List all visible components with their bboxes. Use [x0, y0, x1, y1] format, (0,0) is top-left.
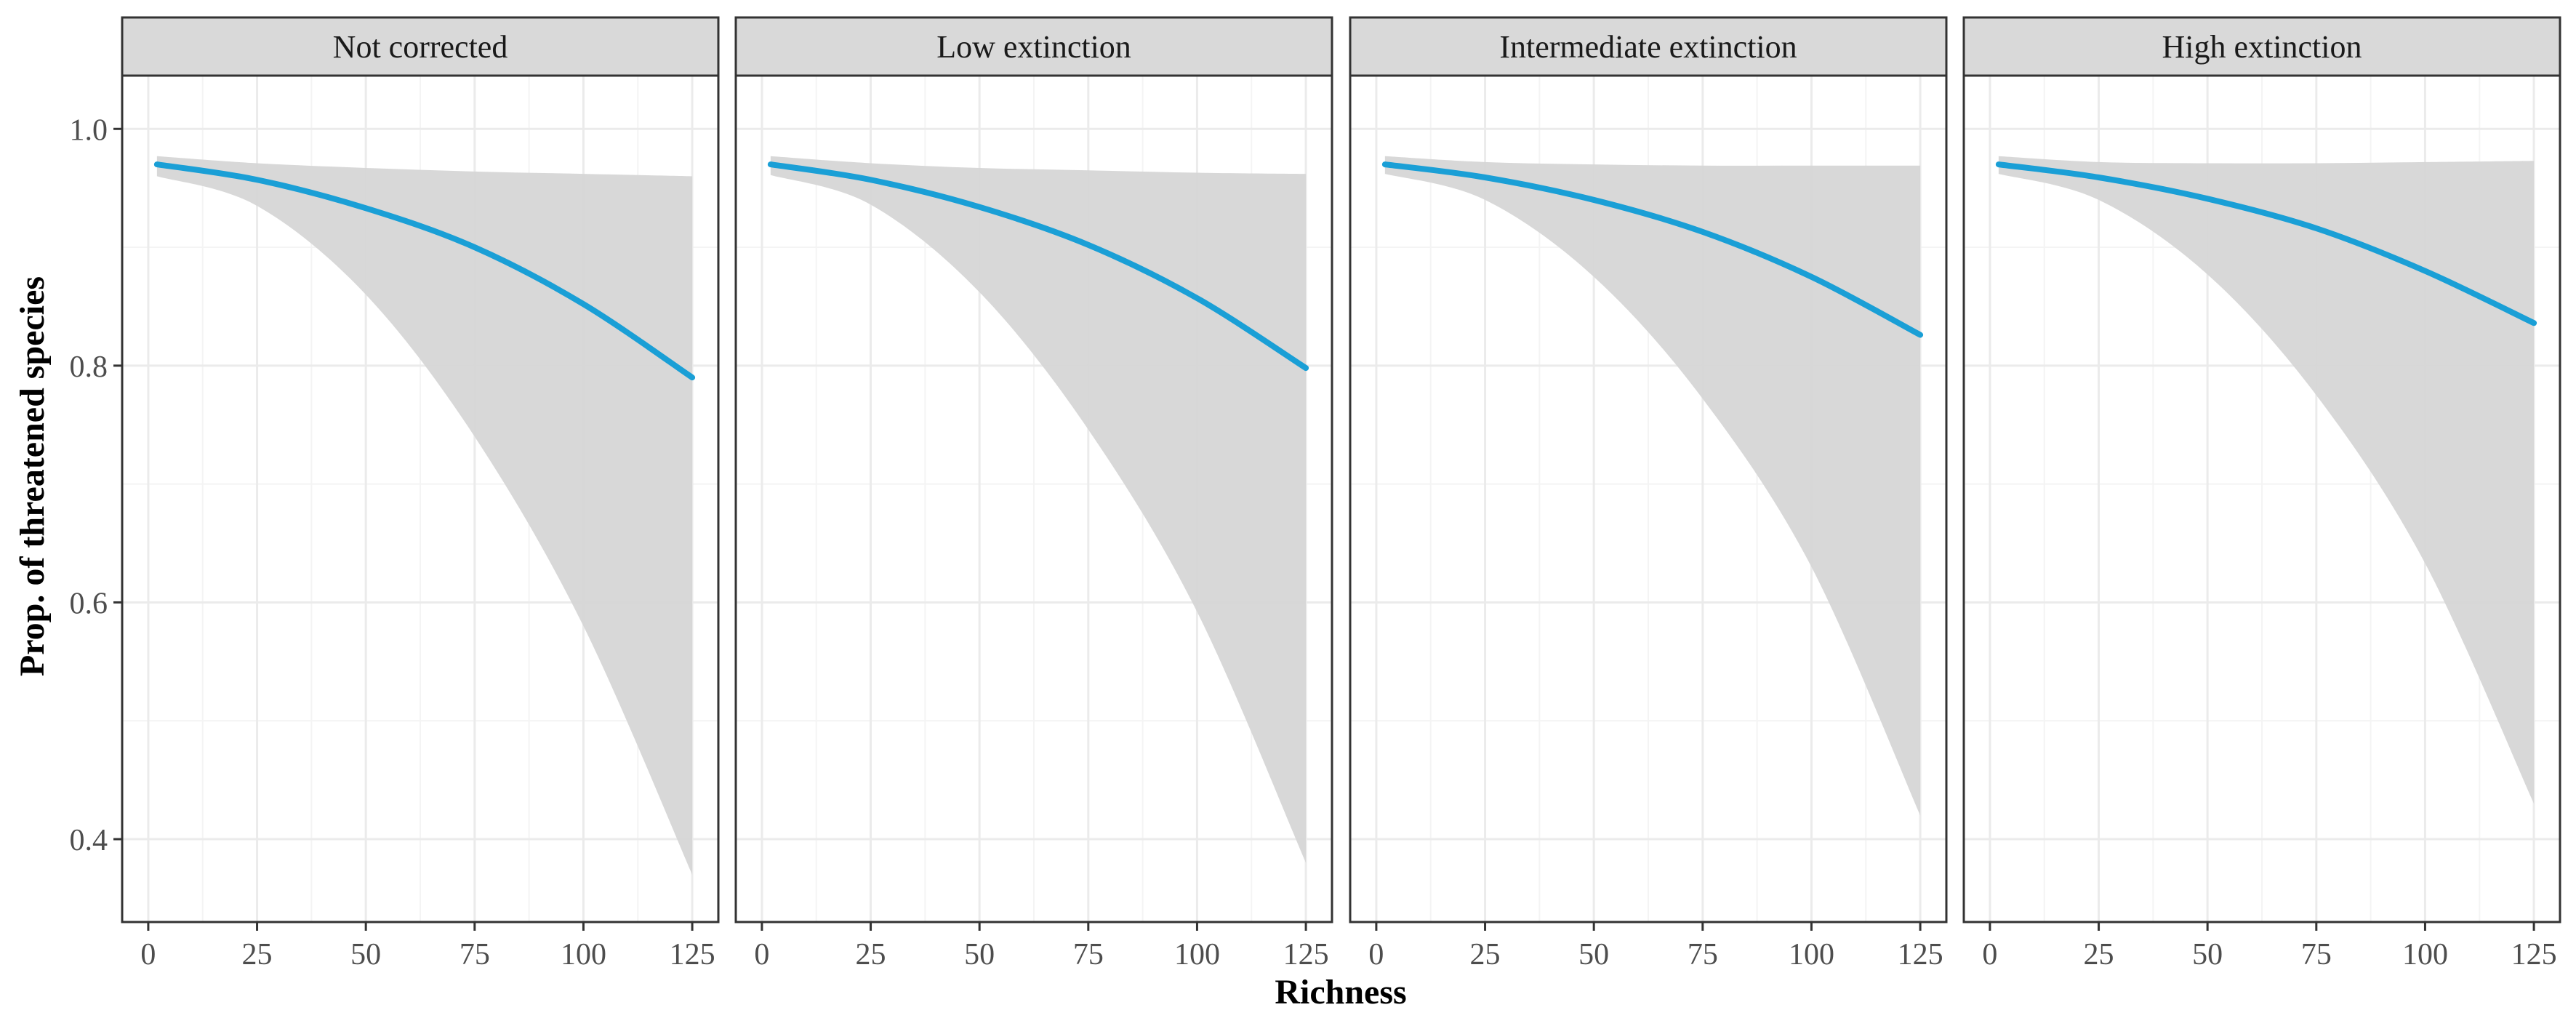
x-tick-label: 125	[1283, 938, 1329, 971]
x-tick-label: 50	[2192, 938, 2223, 971]
x-tick-label: 75	[1073, 938, 1104, 971]
x-axis-title: Richness	[1275, 973, 1406, 1011]
facet-strip	[1962, 16, 2561, 77]
y-axis-title: Prop. of threatened species	[13, 276, 52, 676]
panel-2: Low extinction 0 25 50 75 100 125	[734, 16, 1333, 971]
x-tick-label: 25	[1470, 938, 1501, 971]
fitted-line	[767, 161, 1309, 372]
confidence-ribbon	[1998, 156, 2535, 804]
x-tick-label: 100	[561, 938, 606, 971]
x-tick-label: 100	[2402, 938, 2448, 971]
fitted-line	[1381, 161, 1924, 338]
x-tick-label: 125	[2511, 938, 2557, 971]
y-tick-label: 0.6	[70, 587, 108, 620]
facet-label: Intermediate extinction	[1499, 29, 1797, 65]
x-tick-label: 0	[754, 938, 769, 971]
y-tick-label: 1.0	[70, 113, 108, 147]
x-tick-label: 25	[242, 938, 273, 971]
confidence-ribbon	[770, 156, 1307, 863]
x-tick-label: 25	[856, 938, 886, 971]
panel-1: Not corrected 0 25 50 75 100 125	[121, 16, 720, 971]
facet-strip	[121, 16, 720, 77]
x-tick-label: 50	[964, 938, 995, 971]
fitted-line	[1995, 161, 2537, 326]
facet-label: Low extinction	[936, 29, 1131, 65]
confidence-ribbon	[156, 156, 693, 875]
facet-strip	[734, 16, 1333, 77]
facet-label: Not corrected	[333, 29, 508, 65]
confidence-ribbon	[1384, 156, 1921, 816]
x-tick-label: 75	[1688, 938, 1718, 971]
x-tick-label: 0	[1368, 938, 1384, 971]
x-tick-label: 75	[2301, 938, 2332, 971]
y-tick-label: 0.4	[70, 824, 108, 857]
facet-strip	[1349, 16, 1948, 77]
y-tick-label: 0.8	[70, 350, 108, 384]
x-tick-label: 25	[2084, 938, 2114, 971]
panel-3: Intermediate extinction 0 25 50 75 100 125	[1349, 16, 1948, 971]
x-tick-label: 125	[1898, 938, 1943, 971]
x-tick-label: 50	[350, 938, 381, 971]
x-tick-label: 100	[1789, 938, 1834, 971]
x-tick-label: 75	[460, 938, 490, 971]
panel-4: High extinction 0 25 50 75 100 125	[1962, 16, 2561, 971]
x-tick-label: 125	[670, 938, 715, 971]
x-tick-label: 50	[1578, 938, 1609, 971]
fitted-line	[153, 161, 696, 381]
x-tick-label: 100	[1174, 938, 1220, 971]
x-tick-label: 0	[1982, 938, 1997, 971]
facet-label: High extinction	[2162, 29, 2362, 65]
x-tick-label: 0	[140, 938, 156, 971]
